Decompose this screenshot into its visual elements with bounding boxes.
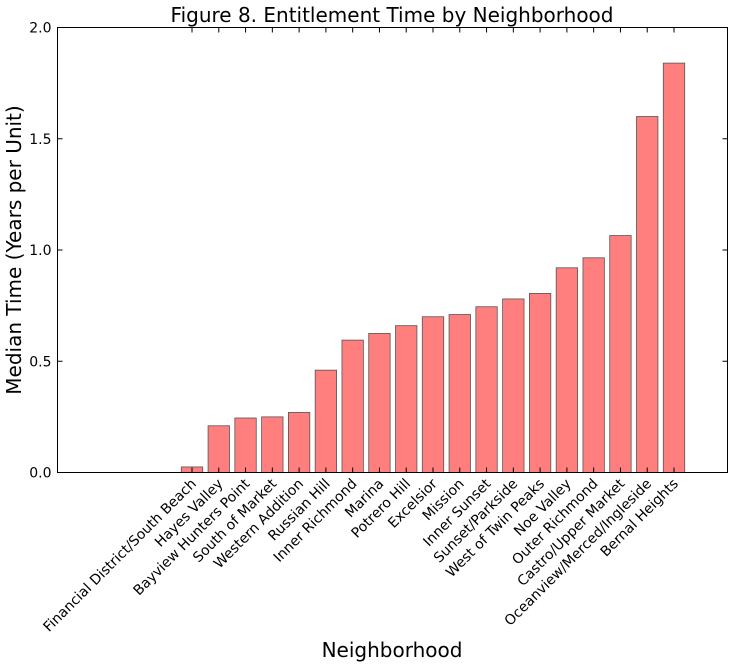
y-tick-label: 0.5 (29, 354, 51, 370)
chart-title: Figure 8. Entitlement Time by Neighborho… (171, 3, 614, 27)
ticks-layer (57, 27, 728, 473)
bar (609, 235, 632, 473)
x-axis-label: Neighborhood (322, 638, 463, 662)
bar (314, 369, 337, 473)
bar (421, 316, 445, 473)
bar (662, 62, 686, 473)
bar (261, 416, 284, 473)
bar (207, 425, 230, 473)
y-tick-label: 0.0 (29, 466, 51, 482)
bar (287, 412, 311, 473)
bar (448, 314, 471, 473)
y-tick-label: 2.0 (29, 21, 51, 37)
y-tick-label: 1.0 (29, 243, 51, 259)
y-tick-labels: 0.0 0.5 1.0 1.5 2.0 (29, 21, 51, 482)
bar (555, 267, 578, 473)
bar (582, 257, 605, 473)
y-tick-label: 1.5 (29, 132, 51, 148)
bar (368, 333, 391, 473)
bar (502, 298, 525, 473)
y-axis-label: Median Time (Years per Unit) (2, 105, 26, 394)
bar (395, 325, 418, 473)
bar (234, 417, 257, 473)
bar (475, 306, 498, 473)
bar (529, 292, 552, 473)
plot-area-frame (57, 27, 728, 473)
bar (636, 116, 659, 473)
bars-layer (180, 62, 686, 473)
bar (341, 339, 364, 473)
